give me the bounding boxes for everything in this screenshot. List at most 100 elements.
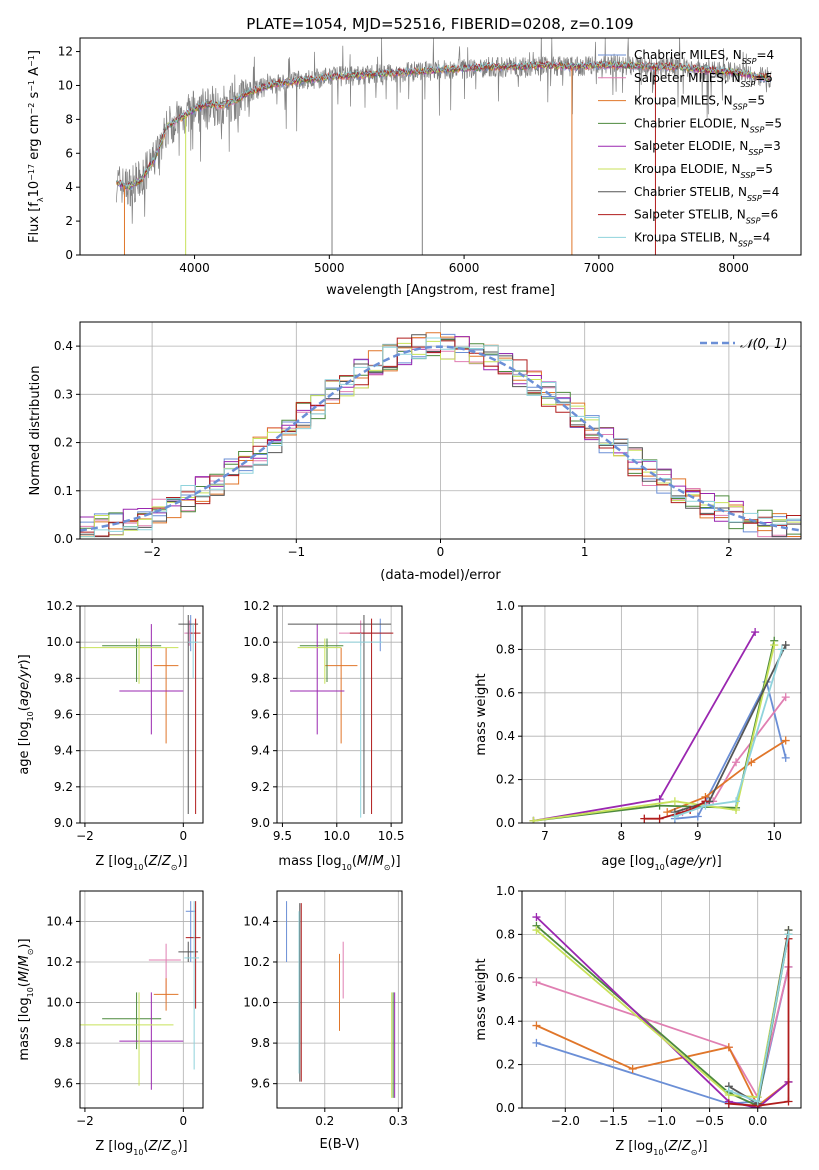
weight-marker [663,808,672,817]
y-tick-label: 9.4 [251,744,270,758]
legend-label: 𝒩(0, 1) [740,337,787,352]
y-tick-label: 0.6 [496,686,515,700]
legend-label: Chabrier STELIB, NSSP=4 [634,185,779,203]
weight-marker [724,1086,733,1095]
age-weight-panel: 7 8 9 10 0.0 0.2 0.4 0.6 0.8 1.0 age [log10(age/yr… [474,599,802,872]
weight-marker [784,1097,793,1106]
plot-area [532,913,793,1108]
weight-line [728,929,790,1106]
plot-area [80,332,801,538]
y-tick-label: 9.6 [251,1077,270,1091]
y-tick-label: 8 [65,112,73,126]
y-axis-label: Flux [fλ10−17 erg cm−2 s−1 A−1] [27,50,45,243]
x-axis-label: wavelength [Angstrom, rest frame] [326,283,555,298]
legend-label: Salpeter MILES, NSSP=5 [634,71,773,89]
weight-marker [532,926,541,935]
error-point [102,638,162,682]
x-tick-label: 8 [618,829,626,843]
y-tick-label: 9.8 [251,671,270,685]
histogram-series [80,337,801,538]
y-tick-label: 0.8 [496,642,515,656]
weight-marker [670,797,679,806]
x-tick-label: 6000 [449,261,480,275]
y-tick-label: 0 [65,248,73,262]
weight-marker [670,812,679,821]
legend-label: Chabrier ELODIE, NSSP=5 [634,116,782,133]
plot-area [529,628,790,823]
x-axis-label: (data-model)/error [380,568,501,583]
error-point [358,618,392,652]
plot-area [286,901,396,1098]
x-axis-label: mass [log10(M/M⊙)] [278,854,400,872]
y-tick-label: 10.0 [46,996,73,1010]
legend-label: Kroupa ELODIE, NSSP=5 [634,162,773,180]
y-axis-label: mass weight [474,958,489,1040]
plot-area [80,615,201,814]
weight-line [728,938,790,1107]
y-tick-label: 9.8 [54,1036,73,1050]
weight-marker [628,1064,637,1073]
y-tick-label: 0.0 [54,532,73,546]
weight-marker [751,628,760,637]
weight-marker [655,814,664,823]
weight-marker [724,1099,733,1108]
y-tick-label: 10.4 [46,914,73,928]
Z-weight-panel: −2.0 −1.5 −1.0 −0.5 0.0 0.0 0.2 0.4 0.6 0.8 1.0 Z [… [474,884,802,1157]
legend-label: Salpeter STELIB, NSSP=6 [634,208,778,226]
weight-marker [781,641,790,650]
weight-marker [732,805,741,814]
error-point [178,941,199,962]
y-tick-label: 0.8 [496,927,515,941]
y-tick-label: 0.2 [496,1058,515,1072]
normal-curve [80,345,801,532]
x-tick-label: −2 [143,545,161,559]
weight-marker [781,753,790,762]
y-tick-label: 1.0 [496,599,515,613]
figure-title: PLATE=1054, MJD=52516, FIBERID=0208, z=0… [246,15,633,33]
ebv-mass-panel: 0.2 0.3 9.6 9.8 10.0 10.2 10.4 E(B-V) [243,890,408,1152]
weight-marker [781,693,790,702]
x-tick-label: 5000 [314,261,345,275]
axes-frame [79,37,802,256]
y-axis-label: mass weight [474,673,489,755]
error-point [178,615,199,814]
y-axis-label: mass [log10(M/M⊙)] [17,938,35,1060]
weight-marker [777,645,786,654]
plot-area [116,38,772,255]
weight-marker [529,816,538,823]
plot-area [80,901,201,1090]
x-tick-label: −1.0 [647,1114,676,1128]
error-point [185,901,201,1009]
weight-line [674,679,787,820]
y-tick-label: 9.6 [251,708,270,722]
weight-line [533,631,756,822]
legend-label: Kroupa MILES, NSSP=5 [634,94,765,112]
y-tick-label: 9.0 [251,816,270,830]
residuals-panel: −2 −1 0 1 2 0.0 0.1 0.2 0.3 0.4 (data-model)/error… [28,321,802,583]
weight-marker [532,1038,541,1047]
legend: Chabrier MILES, NSSP=4 Salpeter MILES, NS… [598,48,782,248]
x-axis-label: Z [log10(Z/Z⊙)] [95,1139,187,1157]
y-tick-label: 0.2 [54,436,73,450]
y-tick-label: 10 [58,78,73,92]
x-axis-label: age [log10(age/yr)] [601,854,721,872]
y-tick-label: 10.0 [243,996,270,1010]
legend-label: Kroupa STELIB, NSSP=4 [634,230,770,248]
y-tick-label: 9.6 [54,1077,73,1091]
error-point [119,624,184,735]
y-axis-label: Normed distribution [28,366,43,496]
error-point [80,638,179,684]
y-tick-label: 0.1 [54,484,73,498]
y-tick-label: 0.0 [496,1101,515,1115]
weight-marker [770,641,779,650]
y-tick-label: 12 [58,45,73,59]
mass-age-panel: 9.5 10.0 10.5 9.0 9.2 9.4 9.6 9.8 10.0 10.2 mass [… [243,599,404,872]
y-tick-label: 9.2 [251,780,270,794]
weight-line [535,929,790,1099]
Z-age-panel: −2 0 9.0 9.2 9.4 9.6 9.8 10.0 10.2 Z [log10(Z/Z⊙)… [17,599,204,872]
y-tick-label: 9.8 [251,1036,270,1050]
histogram-series [80,332,801,537]
error-point [190,618,201,814]
error-point [188,624,199,679]
